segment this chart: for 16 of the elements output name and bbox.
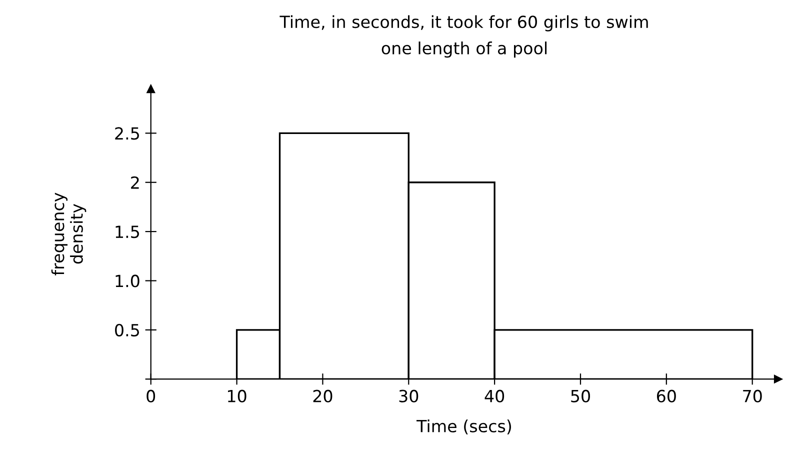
x-tick-label: 10 bbox=[228, 390, 246, 402]
x-tick-label: 40 bbox=[484, 390, 504, 402]
x-tick-label: 20 bbox=[313, 390, 332, 402]
x-tick-label: 30 bbox=[399, 390, 418, 402]
x-tick-label: 0 bbox=[146, 390, 156, 402]
y-tick-label: 1.5 bbox=[116, 226, 139, 238]
x-tick-label: 70 bbox=[743, 390, 762, 402]
y-tick-label: 2 bbox=[131, 176, 139, 189]
y-axis-title: frequency density bbox=[51, 192, 86, 276]
y-tick-label: 0.5 bbox=[115, 324, 139, 336]
x-tick-label: 60 bbox=[656, 390, 676, 402]
y-tick-label: 1.0 bbox=[116, 274, 140, 288]
x-tick-label: 50 bbox=[571, 390, 590, 402]
x-axis-title: Time (secs) bbox=[416, 420, 511, 434]
y-tick-label: 2.5 bbox=[115, 127, 139, 140]
chart-title: Time, in seconds, it took for 60 girls to swim one length of a pool bbox=[280, 15, 648, 58]
